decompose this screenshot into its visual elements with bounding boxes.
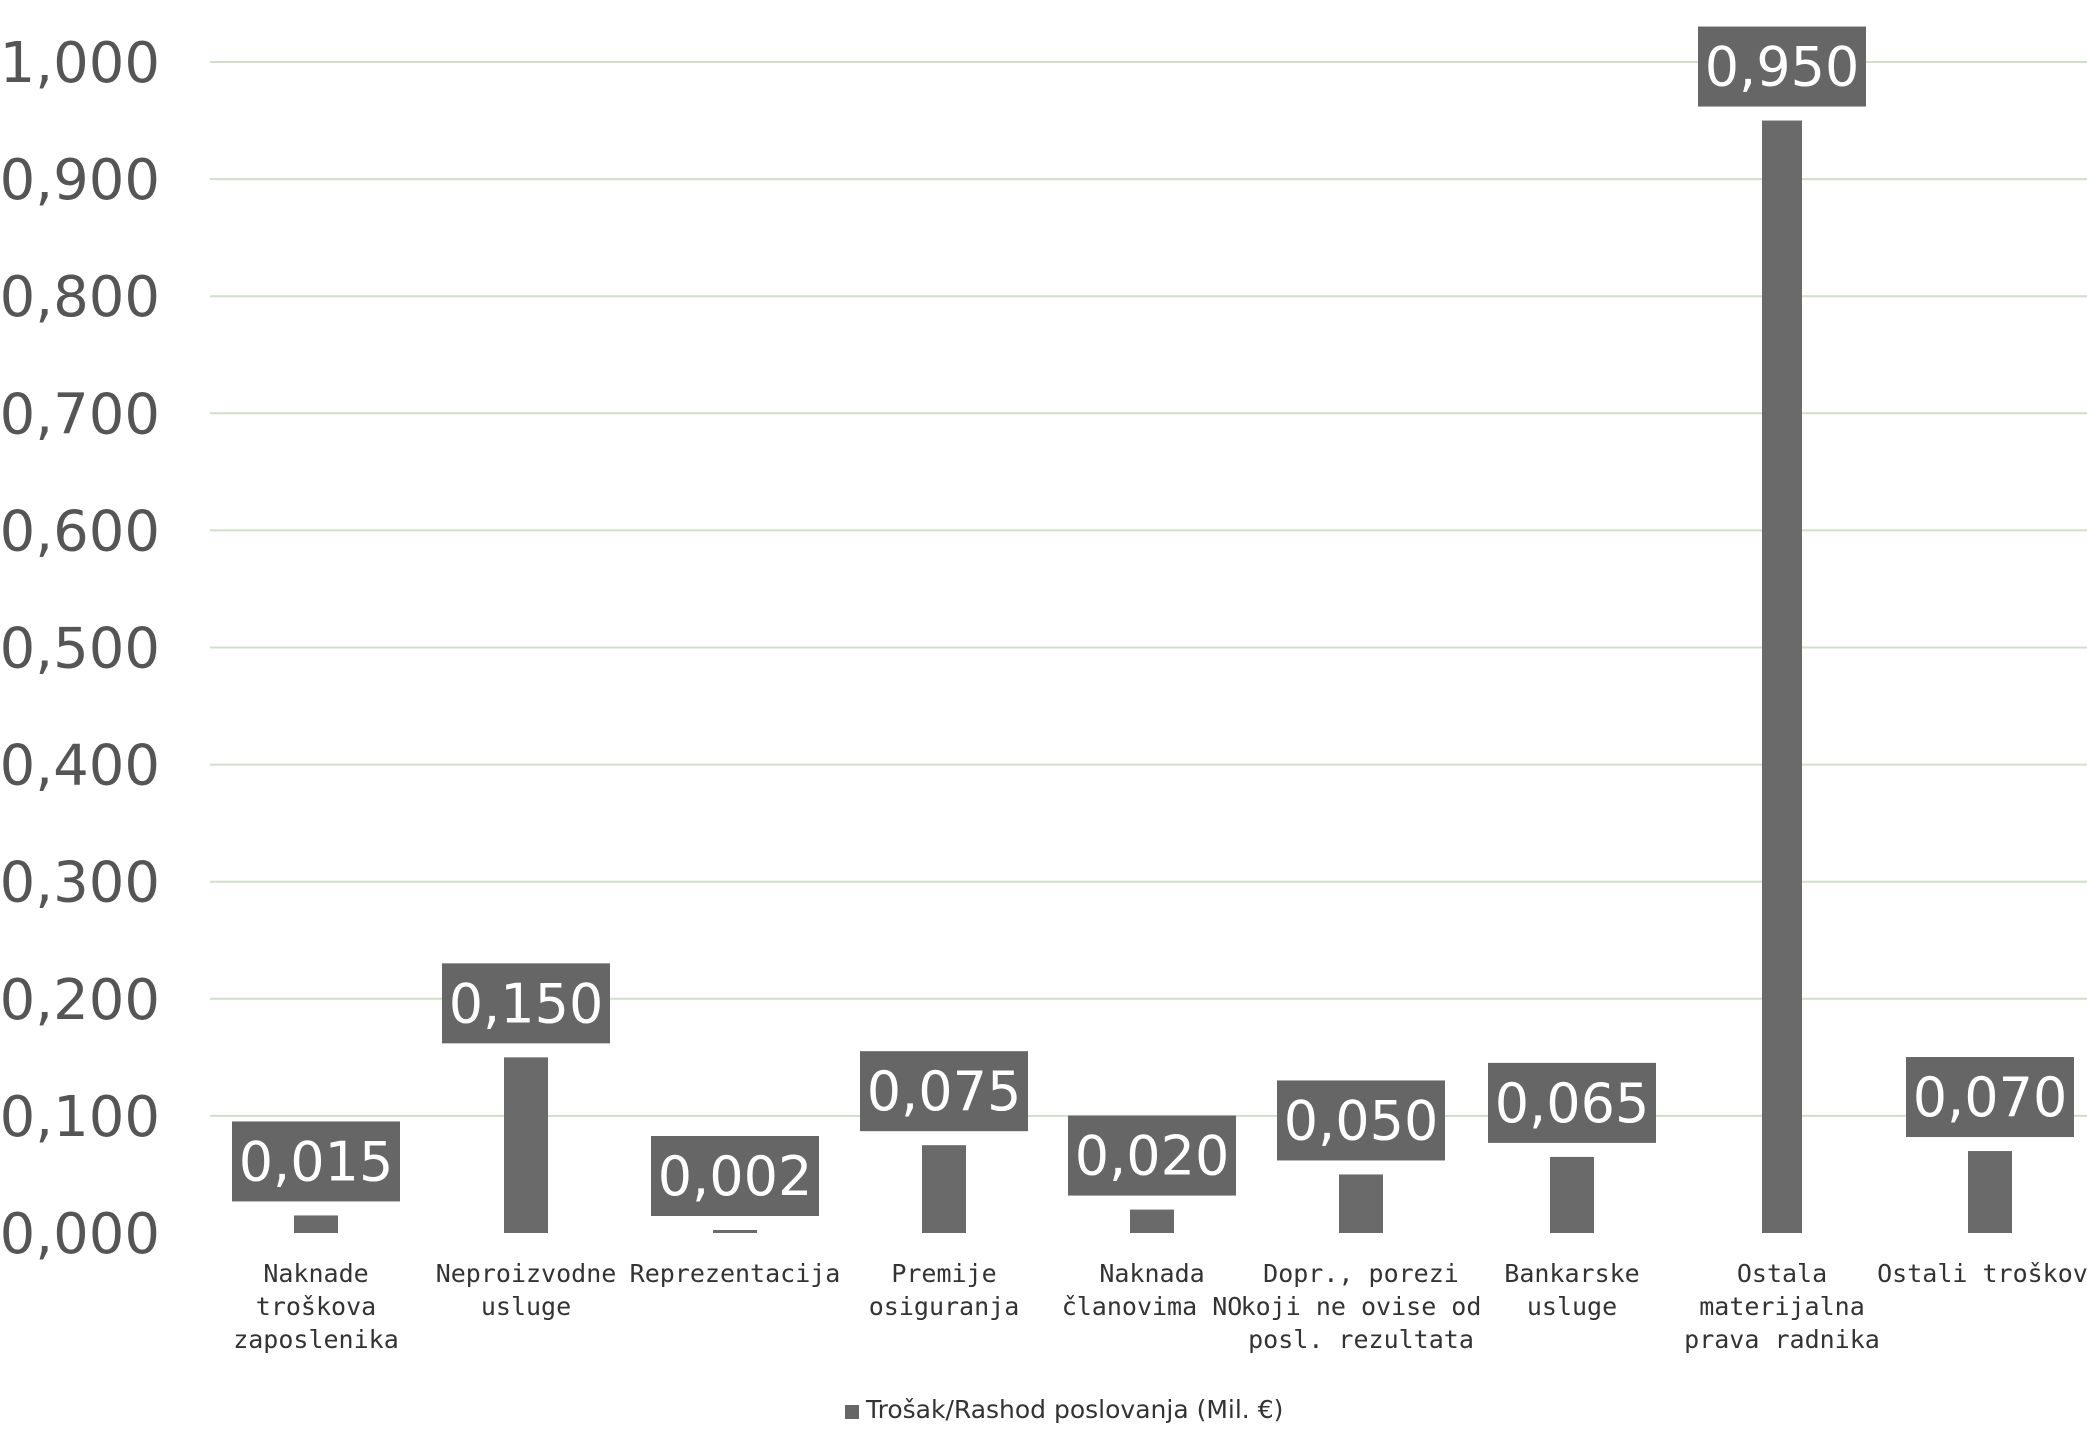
bar <box>1130 1209 1174 1233</box>
data-label: 0,050 <box>1284 1089 1439 1152</box>
y-tick-label: 0,800 <box>0 265 160 330</box>
category-label: Naknada članovima NO <box>1062 1259 1243 1321</box>
data-label-box <box>1277 1080 1445 1161</box>
data-label-box <box>651 1136 819 1216</box>
category-label: Reprezentacija <box>630 1259 841 1288</box>
category-label: Dopr., porezi koji ne ovise od posl. rezul… <box>1241 1259 1482 1354</box>
y-axis: 0,000 0,100 0,200 0,300 0,400 0,500 0,600 0,700… <box>0 31 160 1267</box>
data-label: 0,070 <box>1913 1066 2068 1129</box>
data-label-box <box>1906 1057 2074 1138</box>
grid-lines <box>210 61 2087 1117</box>
data-label: 0,002 <box>658 1145 813 1208</box>
y-tick-label: 0,100 <box>0 1085 160 1150</box>
y-tick-label: 0,500 <box>0 617 160 682</box>
category-label: Ostala materijalna prava radnika <box>1684 1259 1880 1354</box>
y-tick-label: 0,700 <box>0 382 160 447</box>
x-axis: Naknade troškova zaposlenika Neproizvodne us… <box>233 1259 2087 1354</box>
data-label: 0,150 <box>449 972 604 1035</box>
data-label-box <box>1488 1062 1656 1143</box>
category-label: Premije osiguranja <box>869 1259 1020 1321</box>
category-label: Naknade troškova zaposlenika <box>233 1259 399 1354</box>
data-label: 0,065 <box>1495 1072 1650 1135</box>
data-label-box <box>232 1121 400 1202</box>
data-label: 0,075 <box>867 1060 1022 1123</box>
data-label-box <box>442 963 610 1044</box>
bar <box>1550 1156 1594 1233</box>
legend-swatch <box>845 1405 859 1419</box>
bar <box>713 1230 757 1233</box>
data-label-box <box>860 1051 1028 1132</box>
legend-label: Trošak/Rashod poslovanja (Mil. €) <box>865 1395 1283 1424</box>
category-label: Ostali troškovi <box>1877 1259 2087 1288</box>
bar <box>1968 1151 2012 1233</box>
data-label: 0,020 <box>1075 1125 1230 1188</box>
category-label: Bankarske usluge <box>1504 1259 1639 1321</box>
legend: Trošak/Rashod poslovanja (Mil. €) <box>845 1395 1283 1424</box>
y-tick-label: 0,000 <box>0 1202 160 1267</box>
bar-series <box>294 120 2012 1233</box>
y-tick-label: 0,300 <box>0 851 160 916</box>
data-label: 0,015 <box>239 1130 394 1193</box>
y-tick-label: 0,200 <box>0 968 160 1033</box>
y-tick-label: 1,000 <box>0 31 160 96</box>
bar <box>1762 120 1802 1233</box>
data-label-box <box>1698 26 1866 107</box>
bar <box>504 1057 548 1233</box>
y-tick-label: 0,400 <box>0 734 160 799</box>
category-label: Neproizvodne usluge <box>436 1259 617 1321</box>
y-tick-label: 0,900 <box>0 148 160 213</box>
data-label: 0,950 <box>1705 36 1860 99</box>
bar <box>922 1145 966 1233</box>
bar <box>1339 1174 1383 1233</box>
bar <box>294 1215 338 1233</box>
data-label-box <box>1068 1115 1236 1196</box>
y-tick-label: 0,600 <box>0 499 160 564</box>
value-labels: 0,015 0,150 0,002 0,075 0,020 0,050 0,065 0,950… <box>232 26 2074 1216</box>
